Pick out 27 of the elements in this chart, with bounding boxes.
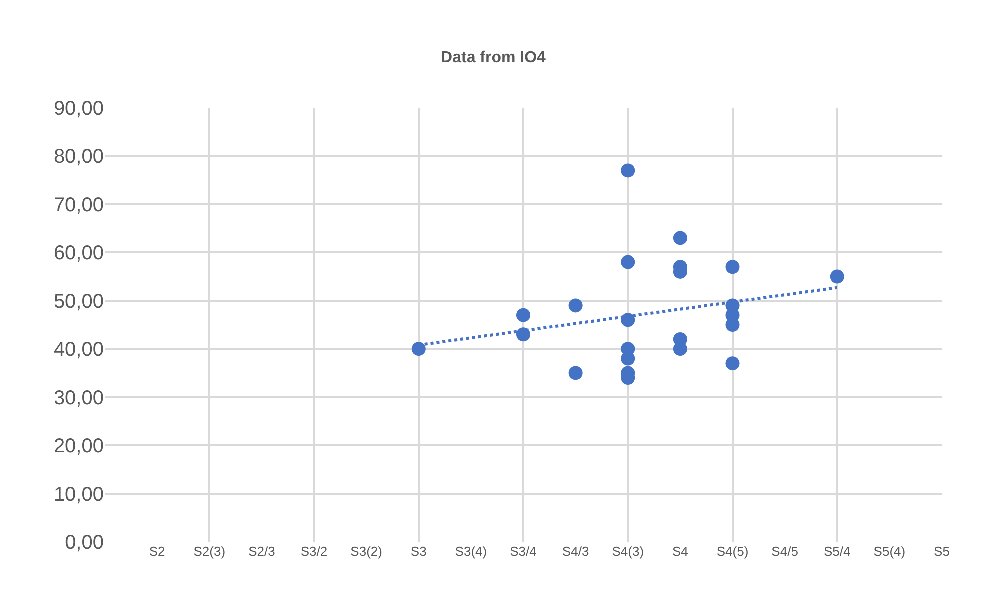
y-tick-label: 40,00 bbox=[54, 339, 104, 362]
y-tick-label: 80,00 bbox=[54, 146, 104, 168]
y-tick-label: 60,00 bbox=[54, 242, 104, 265]
y-tick-label: 0,00 bbox=[65, 532, 104, 554]
chart-title: Data from IO4 bbox=[441, 49, 546, 66]
x-tick-label: S4 bbox=[672, 544, 688, 559]
x-tick-label: S3/2 bbox=[300, 544, 328, 559]
y-tick-label: 30,00 bbox=[54, 387, 104, 410]
x-tick-label: S3/4 bbox=[510, 544, 537, 559]
x-tick-label: S4(3) bbox=[612, 544, 644, 559]
x-tick-label: S2(3) bbox=[194, 544, 226, 559]
x-tick-label: S4/5 bbox=[772, 544, 798, 559]
x-tick-label: S2 bbox=[149, 544, 166, 559]
x-tick-label: S3(4) bbox=[455, 544, 488, 559]
y-tick-label: 50,00 bbox=[54, 290, 104, 313]
x-tick-label: S3(2) bbox=[350, 544, 382, 559]
x-tick-label: S4(5) bbox=[716, 544, 749, 559]
x-tick-label: S2/3 bbox=[248, 544, 276, 559]
x-tick-label: S5 bbox=[934, 544, 950, 559]
x-tick-label: S4/3 bbox=[562, 544, 590, 559]
x-tick-label: S3 bbox=[410, 544, 427, 559]
x-tick-label: S5/4 bbox=[824, 544, 851, 559]
y-tick-label: 70,00 bbox=[54, 194, 104, 216]
y-tick-label: 90,00 bbox=[54, 98, 104, 120]
y-tick-label: 10,00 bbox=[54, 484, 104, 506]
y-tick-label: 20,00 bbox=[54, 436, 104, 458]
x-tick-label: S5(4) bbox=[874, 544, 906, 559]
